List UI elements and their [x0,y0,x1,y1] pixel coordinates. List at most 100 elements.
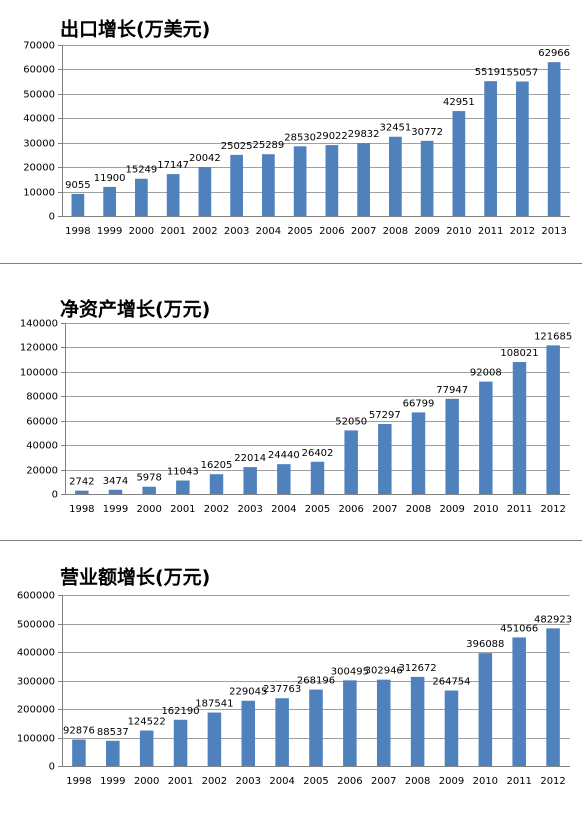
value-label: 108021 [500,348,538,359]
chart-title: 出口增长(万美元) [60,18,210,41]
value-label: 92008 [470,368,502,379]
bar [546,628,560,766]
x-tick-label: 1998 [66,776,91,787]
y-tick-label: 40000 [23,114,55,125]
value-label: 20042 [189,153,221,164]
value-label: 302946 [365,666,403,677]
y-tick-label: 0 [52,490,58,501]
y-tick-label: 20000 [26,466,58,477]
x-tick-label: 2003 [236,776,261,787]
bar [378,424,392,494]
bar [106,740,120,766]
bar [420,140,434,216]
x-tick-label: 2011 [507,504,532,515]
value-label: 124522 [128,717,166,728]
bar [166,174,180,216]
x-tick-label: 2012 [540,504,565,515]
value-label: 26402 [302,448,334,459]
y-tick-label: 60000 [23,65,55,76]
y-tick-label: 30000 [23,139,55,150]
x-tick-label: 2012 [540,776,565,787]
x-tick-label: 2007 [351,226,376,237]
x-tick-label: 2005 [305,504,330,515]
value-label: 29832 [348,129,380,140]
x-tick-label: 2004 [269,776,294,787]
bar [309,689,323,766]
x-tick-label: 2005 [303,776,328,787]
value-label: 92876 [63,726,95,737]
bar [410,676,425,766]
bar [198,167,212,216]
value-label: 3474 [103,476,128,487]
x-tick-label: 2007 [371,776,396,787]
bar [479,381,493,494]
x-tick-label: 2013 [541,226,566,237]
x-tick-label: 2001 [170,504,195,515]
bar [135,178,148,216]
bar [344,430,358,494]
x-tick-label: 2010 [473,776,498,787]
x-tick-label: 1998 [65,226,90,237]
bar [173,719,188,766]
x-tick-label: 2002 [202,776,227,787]
value-label: 42951 [443,97,475,108]
y-tick-label: 40000 [26,441,58,452]
y-tick-label: 20000 [23,163,55,174]
value-label: 55191 [475,67,507,78]
x-tick-label: 2002 [204,504,229,515]
value-label: 121685 [534,331,572,342]
x-tick-label: 2006 [319,226,344,237]
value-label: 229045 [229,687,267,698]
value-label: 11900 [94,173,126,184]
x-tick-label: 2009 [439,776,464,787]
bar [512,637,526,766]
value-label: 62966 [538,48,570,59]
x-tick-label: 2001 [160,226,185,237]
value-label: 28530 [284,132,316,143]
bar [75,490,89,494]
bar [376,679,391,766]
bar [262,154,275,216]
y-tick-label: 140000 [20,319,58,330]
y-tick-label: 0 [49,212,55,223]
bar [243,467,257,494]
value-label: 237763 [263,684,301,695]
bar [546,345,560,494]
y-tick-label: 400000 [17,648,55,659]
x-tick-label: 2008 [405,776,430,787]
bar [293,146,307,216]
x-tick-label: 2001 [168,776,193,787]
y-tick-label: 10000 [23,188,55,199]
value-label: 11043 [167,467,199,478]
value-label: 29022 [316,131,348,142]
bar [516,81,529,216]
x-tick-label: 2007 [372,504,397,515]
bar [139,730,154,766]
bar [512,362,527,494]
y-tick-label: 60000 [26,417,58,428]
x-tick-label: 1999 [103,504,128,515]
value-label: 66799 [403,398,435,409]
x-tick-label: 2011 [478,226,503,237]
x-tick-label: 1998 [69,504,94,515]
x-tick-label: 2000 [129,226,154,237]
y-tick-label: 50000 [23,90,55,101]
bar [310,461,325,494]
x-tick-label: 2002 [192,226,217,237]
value-label: 268196 [297,676,335,687]
value-label: 16205 [201,460,233,471]
x-tick-label: 2003 [237,504,262,515]
chart-title: 营业额增长(万元) [60,566,210,589]
bar [343,680,357,766]
y-tick-label: 200000 [17,705,55,716]
x-tick-label: 2006 [338,504,363,515]
bar [142,486,156,494]
bar [209,474,224,494]
value-label: 300495 [331,666,369,677]
value-label: 5978 [136,473,161,484]
value-label: 187541 [195,699,233,710]
x-tick-label: 1999 [97,226,122,237]
value-label: 2742 [69,477,94,488]
